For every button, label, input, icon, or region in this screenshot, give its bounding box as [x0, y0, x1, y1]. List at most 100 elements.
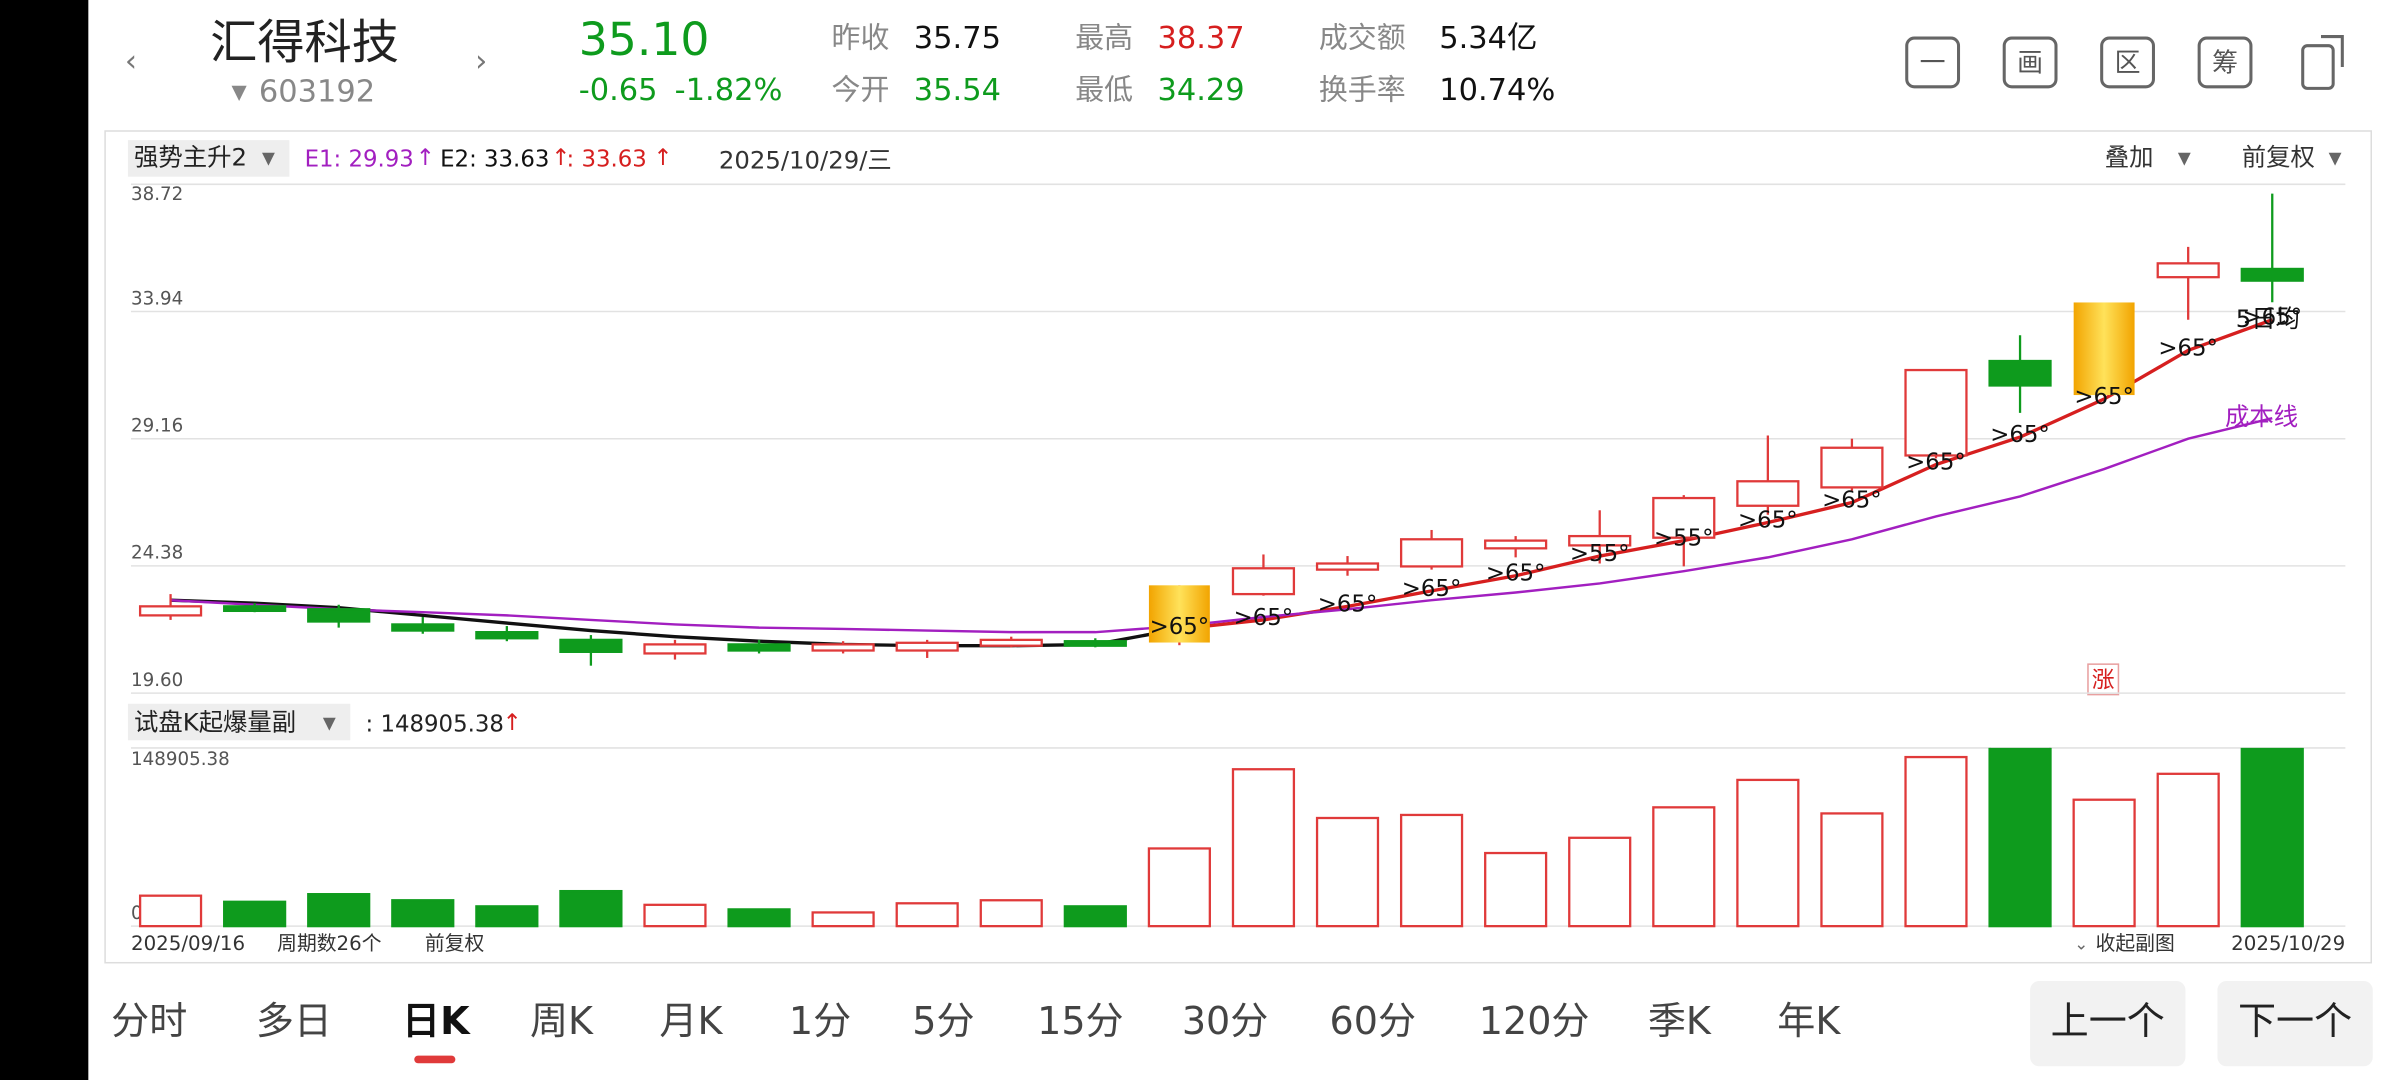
volume-bar: [223, 900, 287, 928]
tool-button[interactable]: [2002, 36, 2058, 89]
candle-body: [559, 638, 623, 653]
angle-label: >65°: [2158, 335, 2218, 361]
angle-label: >65°: [1234, 605, 1294, 631]
candle-body: [1652, 496, 1716, 539]
volume-bar: [1568, 836, 1632, 928]
stat-value: 10.74%: [1439, 73, 1555, 108]
nav-button-label: 下一个: [2238, 999, 2352, 1043]
candle-body: [643, 643, 707, 655]
y-tick-label: 33.94: [131, 288, 183, 309]
next-stock[interactable]: ›: [475, 44, 487, 79]
end-date: 2025/10/29: [2231, 932, 2345, 955]
tab[interactable]: 季K: [1648, 999, 1712, 1043]
volume-bar: [391, 899, 455, 928]
candle-body: [138, 605, 203, 617]
y-tick-label: 19.60: [131, 670, 183, 691]
candle-body: [1736, 480, 1800, 507]
nav-button[interactable]: [2217, 980, 2373, 1067]
tool-button[interactable]: [2197, 36, 2253, 89]
change-pct: -1.82%: [675, 73, 783, 108]
tab[interactable]: 月K: [659, 999, 723, 1043]
y-tick-label: 24.38: [131, 543, 183, 564]
angle-label: >65°: [2242, 305, 2302, 331]
tool-button[interactable]: [2100, 36, 2155, 89]
volume-bar: [1820, 812, 1884, 928]
stat-label: 成交额: [1319, 21, 1406, 55]
ma-line: [170, 318, 2273, 648]
angle-label: >65°: [2074, 384, 2134, 410]
volume-bar: [979, 899, 1043, 928]
tab[interactable]: 60分: [1330, 999, 1416, 1043]
e2: E2: 33.63: [440, 146, 549, 172]
footer-adjust: 前复权: [425, 932, 485, 955]
sub-indicator-box[interactable]: [127, 703, 351, 741]
volume-bar: [1652, 806, 1716, 928]
candle-body: [1484, 539, 1548, 550]
angle-label: >55°: [1570, 541, 1630, 567]
volume-bar: [559, 889, 623, 928]
caret: ▼: [323, 713, 336, 733]
tool-label: 区: [2115, 48, 2141, 78]
prev-stock[interactable]: ‹: [125, 44, 137, 79]
stat-value: 38.37: [1157, 21, 1244, 56]
e3: : 33.63: [567, 146, 647, 172]
series-label: 成本线: [2225, 402, 2298, 431]
candle-body: [391, 623, 455, 632]
start-date: 2025/09/16: [131, 932, 245, 955]
stat-value: 35.75: [914, 21, 1001, 56]
ma-line: [170, 417, 2273, 634]
stat-label: 今开: [832, 72, 890, 106]
tab[interactable]: 1分: [789, 999, 851, 1043]
stat-value: 5.34亿: [1439, 21, 1537, 56]
tab[interactable]: 年K: [1777, 999, 1841, 1043]
angle-label: >65°: [1486, 561, 1546, 587]
angle-label: >65°: [1402, 576, 1462, 602]
angle-label: >65°: [1990, 422, 2050, 448]
e2-arrow: ↑: [551, 145, 570, 171]
stat-value: 35.54: [914, 73, 1001, 108]
candle-body: [1063, 640, 1127, 647]
tab[interactable]: 30分: [1182, 999, 1268, 1043]
candle-body: [307, 608, 371, 623]
tool-button[interactable]: [1905, 36, 1961, 89]
plot: 38.7233.9429.1624.3819.60148905.380.005日…: [130, 183, 2346, 928]
stat-label: 最低: [1075, 72, 1133, 106]
volume-bar: [1399, 813, 1464, 928]
indicator-box[interactable]: [127, 140, 290, 177]
price: 35.10: [579, 13, 710, 66]
e1: E1: 29.93: [305, 146, 414, 172]
indicator-name: 强势主升2: [134, 142, 247, 171]
series-label: 5日均: [2236, 304, 2300, 333]
candle-body: [223, 605, 287, 613]
nav-button[interactable]: [2030, 980, 2186, 1067]
tab[interactable]: 分时: [111, 999, 187, 1043]
collapse[interactable]: 收起副图: [2096, 932, 2175, 955]
caret: ▼: [2178, 147, 2191, 167]
tool-label: 一: [1920, 48, 1946, 78]
collapse-icon: ⌄: [2074, 933, 2088, 953]
stat-value: 34.29: [1157, 73, 1244, 108]
tab[interactable]: 5分: [912, 999, 974, 1043]
phone-icon[interactable]: [2301, 35, 2344, 90]
candle-body: [979, 638, 1043, 647]
tab[interactable]: 日K: [402, 999, 471, 1043]
candle-body: [2073, 302, 2135, 396]
tab[interactable]: 周K: [530, 999, 594, 1043]
tab[interactable]: 15分: [1037, 999, 1123, 1043]
tab-indicator: [414, 1055, 456, 1064]
adjust[interactable]: 前复权: [2242, 142, 2315, 171]
stat-label: 换手率: [1319, 72, 1406, 106]
sub-indicator-value: : 148905.38: [366, 712, 504, 738]
tab[interactable]: 120分: [1479, 999, 1590, 1043]
volume-bar: [1315, 816, 1380, 928]
overlay[interactable]: 叠加: [2105, 142, 2154, 171]
y-tick-label: 148905.38: [131, 749, 230, 770]
tab[interactable]: 多日: [256, 999, 332, 1043]
candle-body: [1315, 562, 1380, 571]
change: -0.65: [579, 73, 658, 108]
volume-bar: [643, 903, 707, 928]
candle-body: [2156, 262, 2220, 279]
volume-bar: [307, 893, 371, 928]
